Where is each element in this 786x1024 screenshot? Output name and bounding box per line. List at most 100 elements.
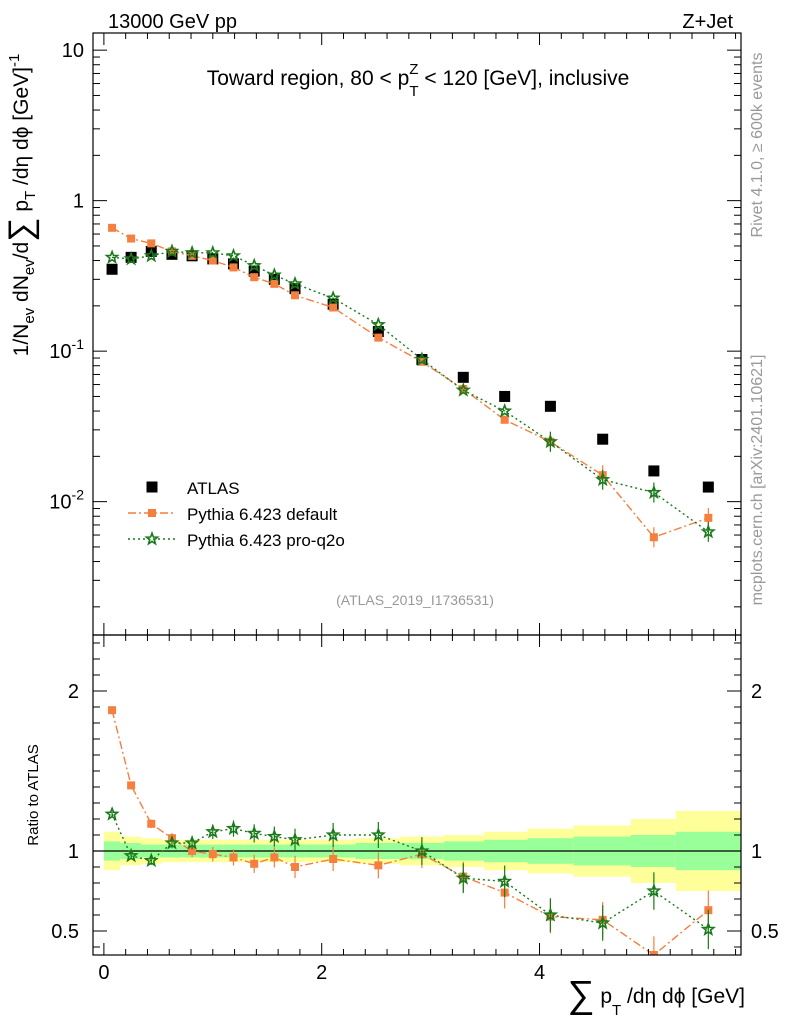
ratio-point (287, 831, 303, 847)
data-point (500, 415, 509, 424)
data-point (125, 251, 137, 263)
data-point (127, 234, 136, 243)
ratio-point (291, 863, 300, 871)
y-axis-label: 1/Nev dNev/d∑ pT /dη dϕ [GeV]-1 (2, 54, 40, 357)
header-energy: 13000 GeV pp (108, 11, 237, 33)
ratio-point (542, 906, 559, 922)
x-tick-label: 2 (316, 962, 327, 984)
data-point (123, 250, 139, 266)
data-point (225, 247, 242, 263)
data-point (268, 273, 280, 285)
data-point (164, 243, 180, 258)
data-point (542, 433, 559, 449)
ratio-tick-label-right: 1 (751, 841, 762, 863)
legend-label: ATLAS (187, 479, 240, 498)
ratio-y-axis-label: Ratio to ATLAS (25, 744, 42, 845)
ratio-point (325, 826, 341, 842)
data-point (143, 247, 159, 263)
panel-frames (92, 32, 742, 956)
ratio-point (329, 855, 338, 863)
data-point (597, 433, 609, 445)
ratio-point (184, 834, 200, 850)
ratio-point (266, 828, 282, 844)
ratio-point (104, 806, 120, 821)
y-tick-label: 10-2 (49, 487, 84, 514)
ratio-tick-label: 0.5 (51, 921, 79, 943)
data-point (702, 481, 714, 493)
x-tick-label: 0 (98, 962, 109, 984)
ratio-point (497, 873, 513, 888)
ratio-tick-label-right: 2 (751, 681, 762, 703)
ratio-point (270, 853, 279, 862)
ratio-point (147, 819, 156, 828)
data-point (287, 275, 303, 291)
chart-title: Toward region, 80 < pZ T < 120 [GeV], inc… (207, 61, 630, 100)
data-point (414, 351, 430, 367)
data-point (250, 273, 259, 282)
data-point (289, 283, 301, 295)
ratio-point (700, 921, 716, 936)
data-point (372, 326, 384, 338)
data-point (648, 465, 660, 477)
series-1 (108, 223, 713, 548)
data-point (595, 471, 611, 487)
ratio-panel-series (104, 706, 716, 955)
data-point (248, 265, 260, 277)
main-panel-series (104, 223, 716, 548)
data-point (329, 303, 338, 312)
data-point (649, 533, 658, 542)
data-point (266, 267, 282, 282)
ratio-point (188, 847, 197, 855)
data-point (104, 249, 120, 264)
legend-marker (144, 530, 160, 546)
ratio-point (595, 914, 611, 930)
ratio-point (143, 852, 159, 868)
legend-marker (148, 509, 156, 517)
data-point (106, 263, 118, 275)
series-0 (106, 245, 714, 493)
legend-entry-0: ATLAS (146, 479, 240, 498)
data-point (457, 371, 469, 383)
ratio-point (246, 825, 262, 840)
ratio-point (455, 870, 471, 885)
ratio-point (225, 820, 242, 836)
x-axis-label: ∑ pT /dη dϕ [GeV] (567, 974, 745, 1019)
data-point (497, 403, 513, 418)
ratio-frame (92, 634, 742, 956)
ratio-point (370, 826, 386, 842)
data-point (544, 400, 556, 412)
mcplots-info: mcplots.cern.ch [arXiv:2401.10621] (749, 355, 766, 606)
data-point (147, 239, 156, 248)
series-2 (104, 243, 716, 542)
legend-entry-1: Pythia 6.423 default (128, 505, 338, 524)
ratio-point (414, 842, 430, 858)
data-point (459, 385, 468, 394)
data-point (246, 257, 262, 273)
ratio-point (250, 859, 259, 868)
ratio-point (229, 853, 238, 862)
header-process: Z+Jet (682, 11, 733, 33)
data-point (646, 484, 662, 500)
analysis-id: (ATLAS_2019_I1736531) (336, 592, 494, 608)
ratio-point (127, 781, 136, 790)
ratio-point (208, 850, 217, 859)
ratio-point (164, 834, 180, 850)
data-point (455, 382, 471, 397)
data-point (700, 523, 716, 539)
axis-ticks (93, 33, 741, 955)
ratio-point (649, 951, 658, 955)
data-point (325, 290, 341, 305)
ratio-point (374, 861, 383, 870)
ratio-point (205, 823, 221, 839)
x-tick-label: 4 (534, 962, 545, 984)
data-point (291, 291, 300, 300)
data-point (205, 244, 221, 260)
ratio-series-1 (104, 806, 716, 950)
legend-label: Pythia 6.423 pro-q2o (187, 531, 345, 550)
data-point (108, 223, 117, 232)
data-point (208, 256, 217, 265)
axis-tick-labels: 0 2 4 10 1 10-1 10-2 0.5 0.5 1 1 2 2 (49, 40, 779, 984)
legend-entry-2: Pythia 6.423 pro-q2o (128, 530, 345, 550)
legend: ATLAS Pythia 6.423 default Pythia 6.423 pr… (128, 479, 345, 550)
